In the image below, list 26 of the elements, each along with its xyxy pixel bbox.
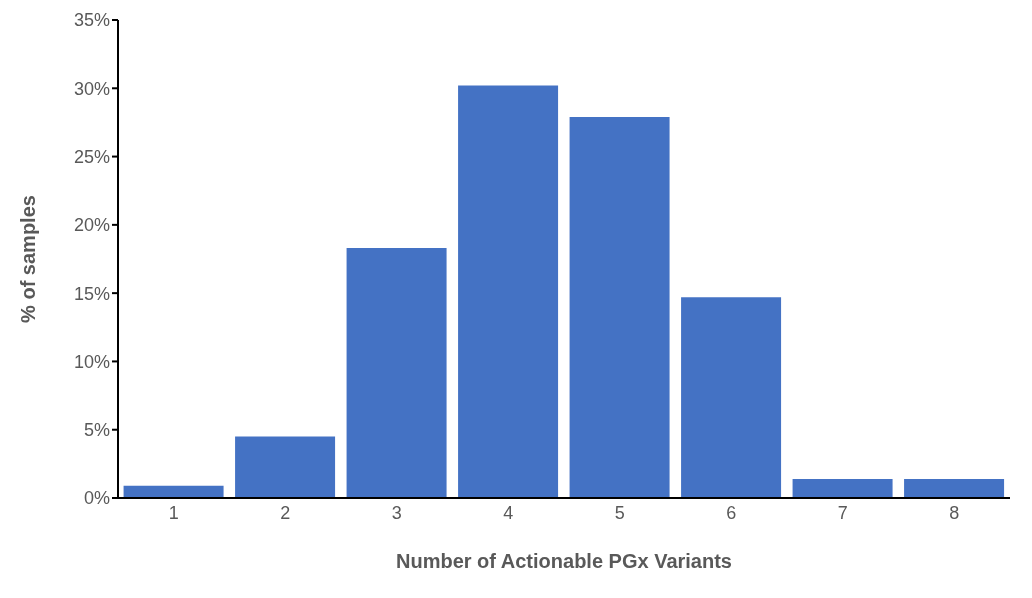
y-tick-label: 20% [73, 215, 110, 236]
bar [235, 436, 336, 498]
y-tick-label: 0% [83, 488, 110, 509]
x-axis-title: Number of Actionable PGx Variants [395, 550, 733, 572]
x-tick-label: 8 [949, 502, 960, 523]
x-tick-label: 2 [280, 502, 291, 523]
bar [458, 85, 559, 498]
bar [346, 248, 447, 498]
y-tick-label: 5% [83, 420, 110, 441]
bar [792, 478, 893, 498]
y-tick-label: 15% [73, 283, 110, 304]
y-tick-label: 10% [73, 351, 110, 372]
bar [681, 297, 782, 498]
bar [123, 485, 224, 498]
x-tick-label: 6 [726, 502, 737, 523]
y-axis-title: % of samples [17, 195, 40, 323]
x-tick-label: 1 [168, 502, 179, 523]
y-tick-label: 25% [73, 146, 110, 167]
bar [904, 478, 1005, 498]
x-tick-label: 5 [614, 502, 625, 523]
x-tick-label: 4 [503, 502, 514, 523]
x-tick-label: 3 [391, 502, 402, 523]
x-tick-label: 7 [837, 502, 848, 523]
y-tick-label: 35% [73, 10, 110, 31]
y-tick-label: 30% [73, 78, 110, 99]
bar [569, 116, 670, 498]
